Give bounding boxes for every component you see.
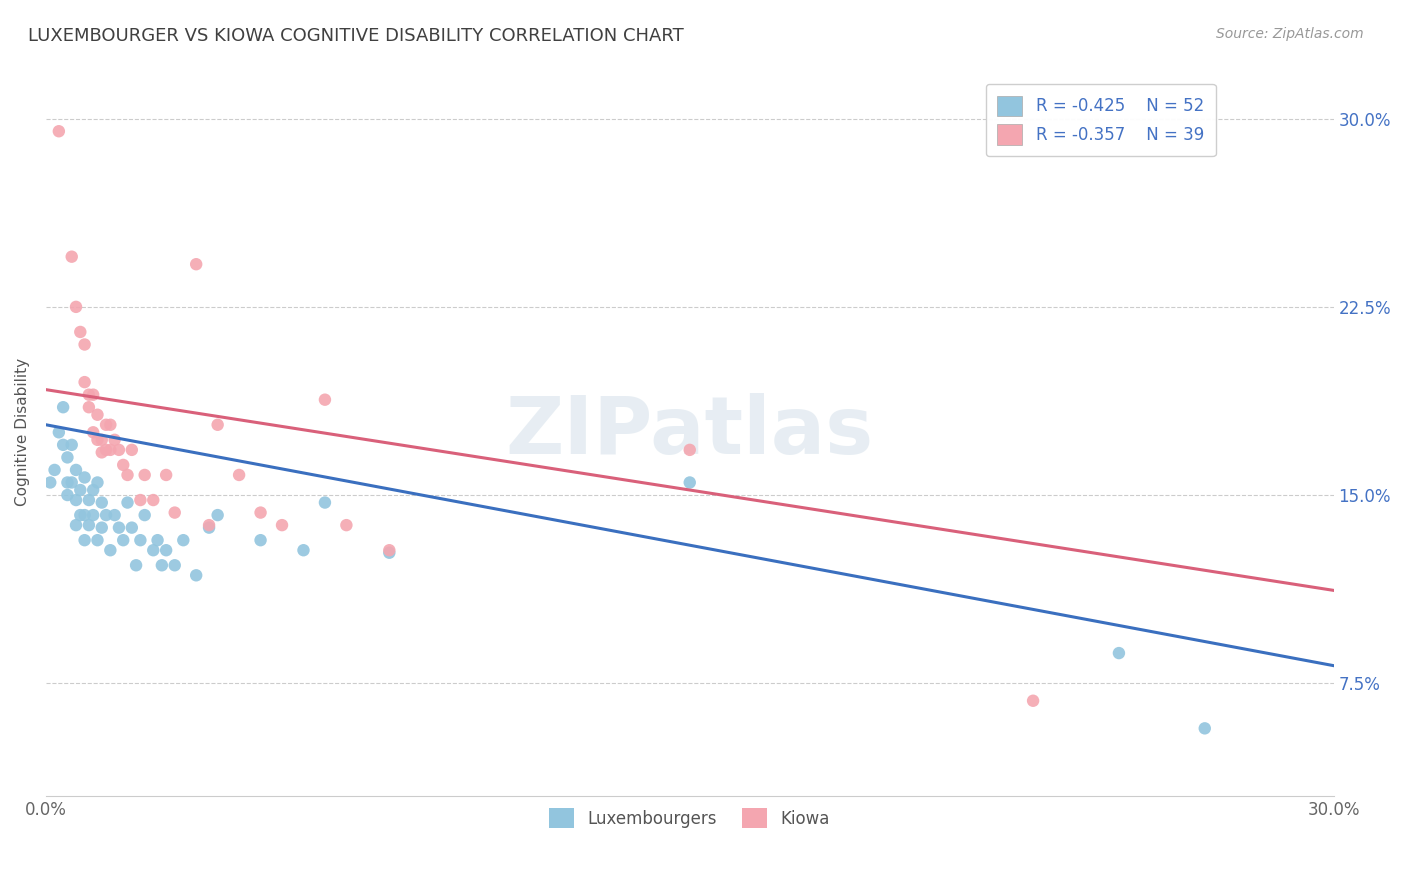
Point — [228, 467, 250, 482]
Point — [60, 250, 83, 264]
Point — [129, 493, 152, 508]
Point — [292, 543, 315, 558]
Point — [1194, 722, 1216, 736]
Point — [117, 467, 139, 482]
Point — [56, 488, 79, 502]
Point — [82, 483, 104, 497]
Point — [77, 493, 100, 508]
Point — [104, 508, 127, 522]
Point — [86, 433, 108, 447]
Point — [155, 543, 177, 558]
Point — [86, 533, 108, 548]
Point — [679, 475, 702, 490]
Point — [69, 325, 91, 339]
Point — [90, 521, 112, 535]
Point — [77, 387, 100, 401]
Point — [134, 508, 156, 522]
Point — [207, 508, 229, 522]
Point — [52, 401, 75, 415]
Text: LUXEMBOURGER VS KIOWA COGNITIVE DISABILITY CORRELATION CHART: LUXEMBOURGER VS KIOWA COGNITIVE DISABILI… — [28, 27, 683, 45]
Point — [39, 475, 62, 490]
Point — [65, 463, 87, 477]
Point — [82, 508, 104, 522]
Point — [112, 533, 135, 548]
Point — [378, 543, 401, 558]
Point — [98, 417, 121, 432]
Point — [65, 518, 87, 533]
Point — [48, 425, 70, 440]
Point — [112, 458, 135, 472]
Point — [98, 442, 121, 457]
Point — [108, 521, 131, 535]
Point — [1108, 646, 1130, 660]
Point — [314, 392, 336, 407]
Point — [73, 470, 96, 484]
Point — [249, 506, 271, 520]
Point — [335, 518, 357, 533]
Point — [73, 533, 96, 548]
Point — [186, 568, 208, 582]
Point — [82, 387, 104, 401]
Y-axis label: Cognitive Disability: Cognitive Disability — [15, 359, 30, 507]
Point — [73, 337, 96, 351]
Point — [94, 417, 117, 432]
Point — [44, 463, 66, 477]
Point — [69, 483, 91, 497]
Point — [163, 558, 186, 573]
Point — [121, 442, 143, 457]
Point — [108, 442, 131, 457]
Text: Source: ZipAtlas.com: Source: ZipAtlas.com — [1216, 27, 1364, 41]
Point — [378, 546, 401, 560]
Legend: Luxembourgers, Kiowa: Luxembourgers, Kiowa — [543, 801, 837, 835]
Point — [198, 521, 221, 535]
Point — [86, 408, 108, 422]
Point — [155, 467, 177, 482]
Point — [117, 495, 139, 509]
Point — [134, 467, 156, 482]
Point — [60, 438, 83, 452]
Point — [207, 417, 229, 432]
Point — [90, 433, 112, 447]
Point — [77, 518, 100, 533]
Point — [121, 521, 143, 535]
Point — [60, 475, 83, 490]
Point — [86, 475, 108, 490]
Point — [146, 533, 169, 548]
Point — [314, 495, 336, 509]
Point — [249, 533, 271, 548]
Point — [56, 450, 79, 465]
Point — [125, 558, 148, 573]
Point — [142, 543, 165, 558]
Point — [94, 442, 117, 457]
Point — [73, 375, 96, 389]
Point — [90, 445, 112, 459]
Point — [52, 438, 75, 452]
Point — [142, 493, 165, 508]
Point — [48, 124, 70, 138]
Point — [82, 425, 104, 440]
Point — [163, 506, 186, 520]
Point — [94, 508, 117, 522]
Point — [172, 533, 194, 548]
Point — [65, 493, 87, 508]
Point — [198, 518, 221, 533]
Point — [90, 495, 112, 509]
Point — [98, 543, 121, 558]
Point — [73, 508, 96, 522]
Point — [271, 518, 294, 533]
Point — [1022, 694, 1045, 708]
Text: ZIPatlas: ZIPatlas — [506, 393, 875, 471]
Point — [679, 442, 702, 457]
Point — [69, 508, 91, 522]
Point — [129, 533, 152, 548]
Point — [65, 300, 87, 314]
Point — [56, 475, 79, 490]
Point — [186, 257, 208, 271]
Point — [150, 558, 173, 573]
Point — [77, 401, 100, 415]
Point — [104, 433, 127, 447]
